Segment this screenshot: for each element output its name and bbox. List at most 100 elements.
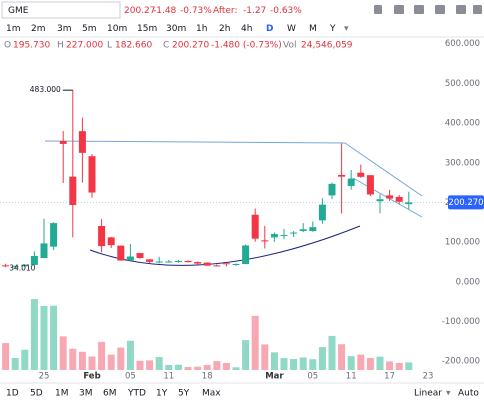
range-button[interactable]: 6M xyxy=(103,389,117,399)
volume-bar xyxy=(213,361,221,370)
volume-bar xyxy=(318,347,326,370)
timeframe-button[interactable]: Y xyxy=(329,24,336,34)
timeframe-button[interactable]: 2h xyxy=(219,24,230,34)
candle-body xyxy=(242,245,250,265)
volume-bar xyxy=(40,305,48,370)
candle-body xyxy=(184,260,192,263)
candle-body xyxy=(2,265,10,267)
scale-mode-caret[interactable]: ▾ xyxy=(446,389,451,399)
x-tick-label: 25 xyxy=(39,372,50,382)
timeframe-button[interactable]: 30m xyxy=(166,24,186,34)
fullscreen-icon[interactable] xyxy=(473,5,482,14)
open-value: 195.730 xyxy=(13,41,50,51)
timeframes: 1m 2m 3m 5m 10m 15m 30m 1h 2h 4h D W M Y xyxy=(6,24,336,34)
candle-body xyxy=(194,262,202,264)
volume-bar xyxy=(251,315,259,370)
legend-change: -1.480 (-0.73%) xyxy=(211,41,282,51)
open-label: O xyxy=(4,41,11,51)
range-button[interactable]: 5Y xyxy=(178,389,190,399)
timeframe-button[interactable]: 5m xyxy=(82,24,97,34)
range-button[interactable]: 3M xyxy=(79,389,93,399)
x-tick-label: 05 xyxy=(307,372,318,382)
timeframe-button[interactable]: M xyxy=(309,24,317,34)
timeframe-button[interactable]: 10m xyxy=(107,24,127,34)
scale-mode[interactable]: Linear xyxy=(414,389,442,399)
candle-body xyxy=(405,202,413,205)
range-button[interactable]: 1M xyxy=(55,389,69,399)
trend-line-upper[interactable] xyxy=(344,142,423,197)
candle-body xyxy=(357,172,365,177)
candle-body xyxy=(213,265,221,267)
compare-icon[interactable] xyxy=(435,5,445,14)
candle-body xyxy=(155,261,163,263)
volume-bar xyxy=(366,357,374,370)
timeframe-button[interactable]: 2m xyxy=(31,24,46,34)
timeframe-button[interactable]: 1m xyxy=(6,24,21,34)
after-change: -1.27 xyxy=(243,6,266,16)
range-button[interactable]: YTD xyxy=(127,389,146,399)
timeframe-button[interactable]: 15m xyxy=(137,24,157,34)
chart-icon[interactable] xyxy=(394,5,404,14)
low-value: 182.660 xyxy=(115,41,152,51)
candle-body xyxy=(126,256,134,261)
y-tick-label: 100.000 xyxy=(445,238,480,248)
volume-bar xyxy=(107,354,115,370)
annotation-label: 483.000 xyxy=(30,85,61,94)
more-icon[interactable]: ▾ xyxy=(344,24,349,34)
range-button[interactable]: 1Y xyxy=(156,389,168,399)
x-tick-label: 18 xyxy=(202,372,213,382)
range-button[interactable]: 5D xyxy=(30,389,43,399)
change-pct: -0.73% xyxy=(180,6,212,16)
volume-bar xyxy=(194,366,202,370)
timeframe-button[interactable]: 4h xyxy=(241,24,252,34)
candle-body xyxy=(232,263,240,265)
after-pct: -0.63% xyxy=(270,6,302,16)
change: -1.48 xyxy=(153,6,177,16)
settings-icon[interactable] xyxy=(456,5,466,14)
volume-bar xyxy=(405,362,413,370)
volume-bar xyxy=(232,367,240,370)
timeframe-button[interactable]: 3m xyxy=(57,24,72,34)
last-price-label: 200.270 xyxy=(448,198,483,208)
indicator-icon[interactable] xyxy=(414,5,424,14)
candle-body xyxy=(11,266,19,268)
volume-bar xyxy=(357,354,365,370)
range-button[interactable]: Max xyxy=(202,389,221,399)
low-label: L xyxy=(107,41,112,51)
timeframe-button[interactable]: W xyxy=(287,24,296,34)
candle-body xyxy=(222,263,230,265)
timeframe-button[interactable]: D xyxy=(266,24,273,34)
vol-value: 24,546,059 xyxy=(301,41,353,51)
candle-body xyxy=(299,229,307,231)
volume-bar xyxy=(290,358,298,370)
volume-bar xyxy=(174,364,182,370)
volume-bar xyxy=(2,343,10,370)
candle-body xyxy=(98,225,106,247)
symbol-input[interactable] xyxy=(1,1,121,19)
close-value: 200.270 xyxy=(172,41,209,51)
range-button[interactable]: 1D xyxy=(6,389,19,399)
candle-body xyxy=(203,262,211,266)
volume-bar xyxy=(126,340,134,370)
candle-body xyxy=(88,156,96,193)
timeframe-button[interactable]: 1h xyxy=(196,24,207,34)
volume-bar xyxy=(50,305,58,370)
volume-bar xyxy=(328,335,336,370)
volume-bar xyxy=(222,362,230,370)
volume-bar xyxy=(309,359,317,370)
symbol[interactable]: GME xyxy=(8,6,29,16)
volume-bar xyxy=(184,367,192,370)
toolbar-icons xyxy=(374,5,482,14)
horizontal-line-drawing[interactable] xyxy=(44,140,346,144)
candle-body xyxy=(395,196,403,202)
candle-body xyxy=(338,174,346,177)
candle-body xyxy=(366,175,374,195)
vol-label: Vol xyxy=(283,41,296,51)
candle-body xyxy=(30,256,38,265)
high-value: 227.000 xyxy=(66,41,103,51)
x-tick-label: 05 xyxy=(125,372,136,382)
draw-icon[interactable] xyxy=(374,5,382,14)
y-tick-label: -200.000 xyxy=(442,357,480,367)
volume-bar xyxy=(242,340,250,370)
auto-scale[interactable]: Auto xyxy=(458,389,479,399)
